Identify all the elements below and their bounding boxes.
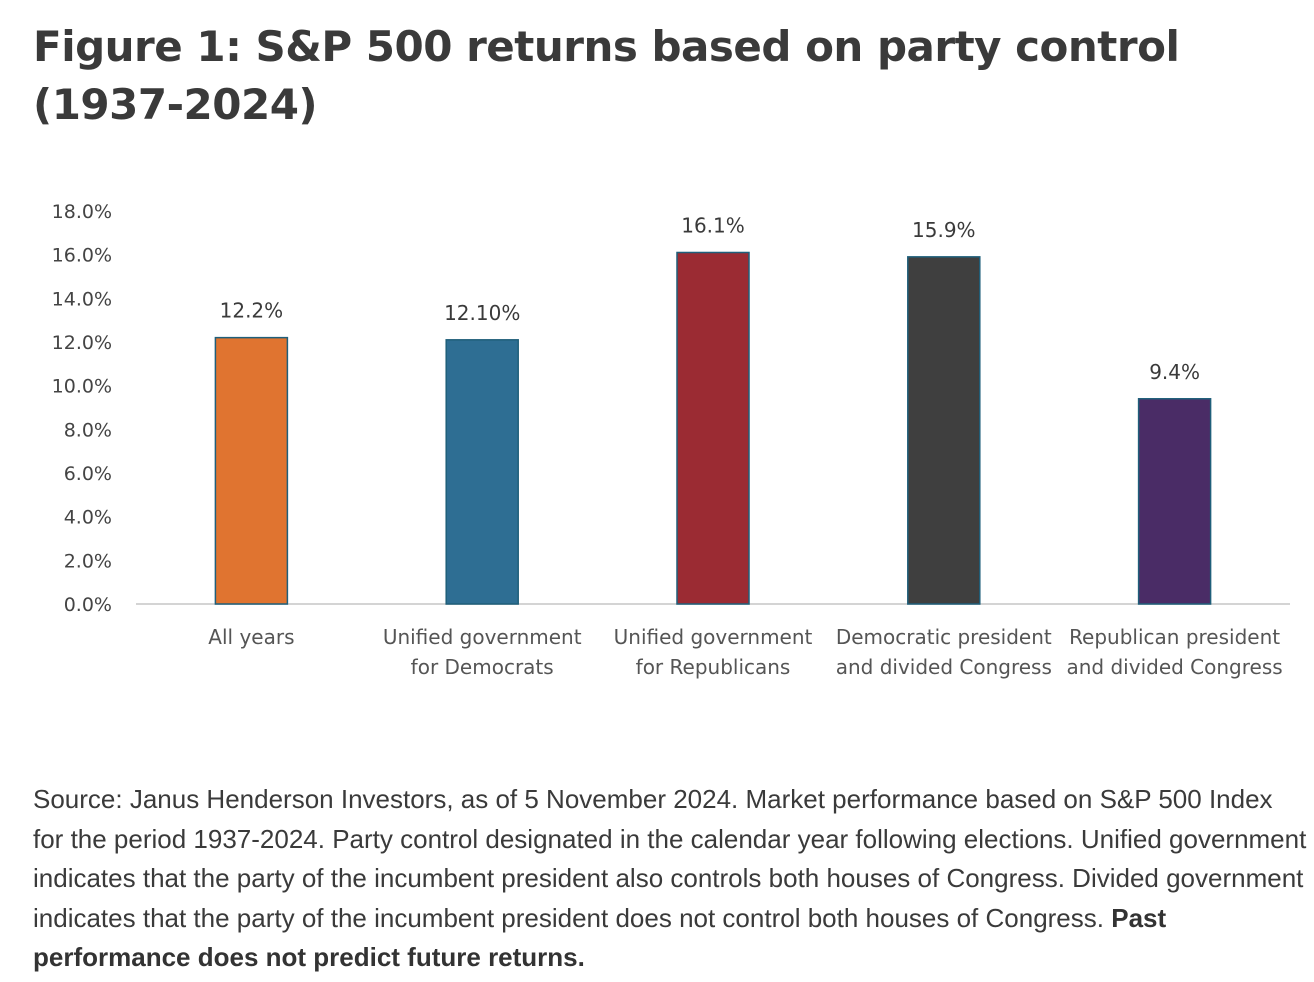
y-tick-label: 0.0% bbox=[64, 594, 112, 616]
category-label: All years bbox=[208, 625, 294, 649]
data-label: 16.1% bbox=[681, 213, 745, 237]
data-label: 9.4% bbox=[1149, 360, 1200, 384]
y-axis: 0.0% 2.0% 4.0% 6.0% 8.0% 10.0% 12.0% 14.0% 16.0%… bbox=[52, 201, 112, 616]
category-label: Republican president bbox=[1069, 625, 1280, 649]
category-label: for Republicans bbox=[636, 655, 791, 679]
bars: 12.2% 12.10% 16.1% 15.9% 9.4% bbox=[214, 213, 1212, 605]
y-tick-label: 10.0% bbox=[52, 376, 112, 398]
category-label: Democratic president bbox=[836, 625, 1052, 649]
y-tick-label: 8.0% bbox=[64, 419, 112, 441]
data-label: 15.9% bbox=[912, 218, 976, 242]
data-label: 12.10% bbox=[444, 301, 520, 325]
footnote-disclaimer: Past performance does not predict future… bbox=[33, 902, 1167, 973]
category-label: Unified government bbox=[614, 625, 813, 649]
category-label: and divided Congress bbox=[1067, 655, 1283, 679]
bar bbox=[445, 339, 519, 605]
data-label: 12.2% bbox=[220, 299, 284, 323]
category-label: for Democrats bbox=[411, 655, 554, 679]
footnote-text: Source: Janus Henderson Investors, as of… bbox=[33, 784, 1307, 933]
y-tick-label: 16.0% bbox=[52, 245, 112, 267]
y-tick-label: 4.0% bbox=[64, 507, 112, 529]
source-footnote: Source: Janus Henderson Investors, as of… bbox=[33, 780, 1308, 978]
y-tick-label: 18.0% bbox=[52, 201, 112, 223]
bar bbox=[907, 256, 981, 605]
bar-chart: 0.0% 2.0% 4.0% 6.0% 8.0% 10.0% 12.0% 14.0% 16.0%… bbox=[52, 201, 1290, 679]
bar bbox=[214, 336, 289, 605]
y-tick-label: 12.0% bbox=[52, 332, 112, 354]
bar bbox=[676, 251, 750, 605]
chart-title: Figure 1: S&P 500 returns based on party… bbox=[33, 22, 1180, 129]
y-tick-label: 6.0% bbox=[64, 463, 112, 485]
x-axis: All years Unified government for Democrats… bbox=[208, 625, 1282, 679]
category-label: Unified government bbox=[383, 625, 582, 649]
category-label: and divided Congress bbox=[836, 655, 1052, 679]
bar bbox=[1137, 398, 1212, 605]
y-tick-label: 14.0% bbox=[52, 288, 112, 310]
y-tick-label: 2.0% bbox=[64, 550, 112, 572]
